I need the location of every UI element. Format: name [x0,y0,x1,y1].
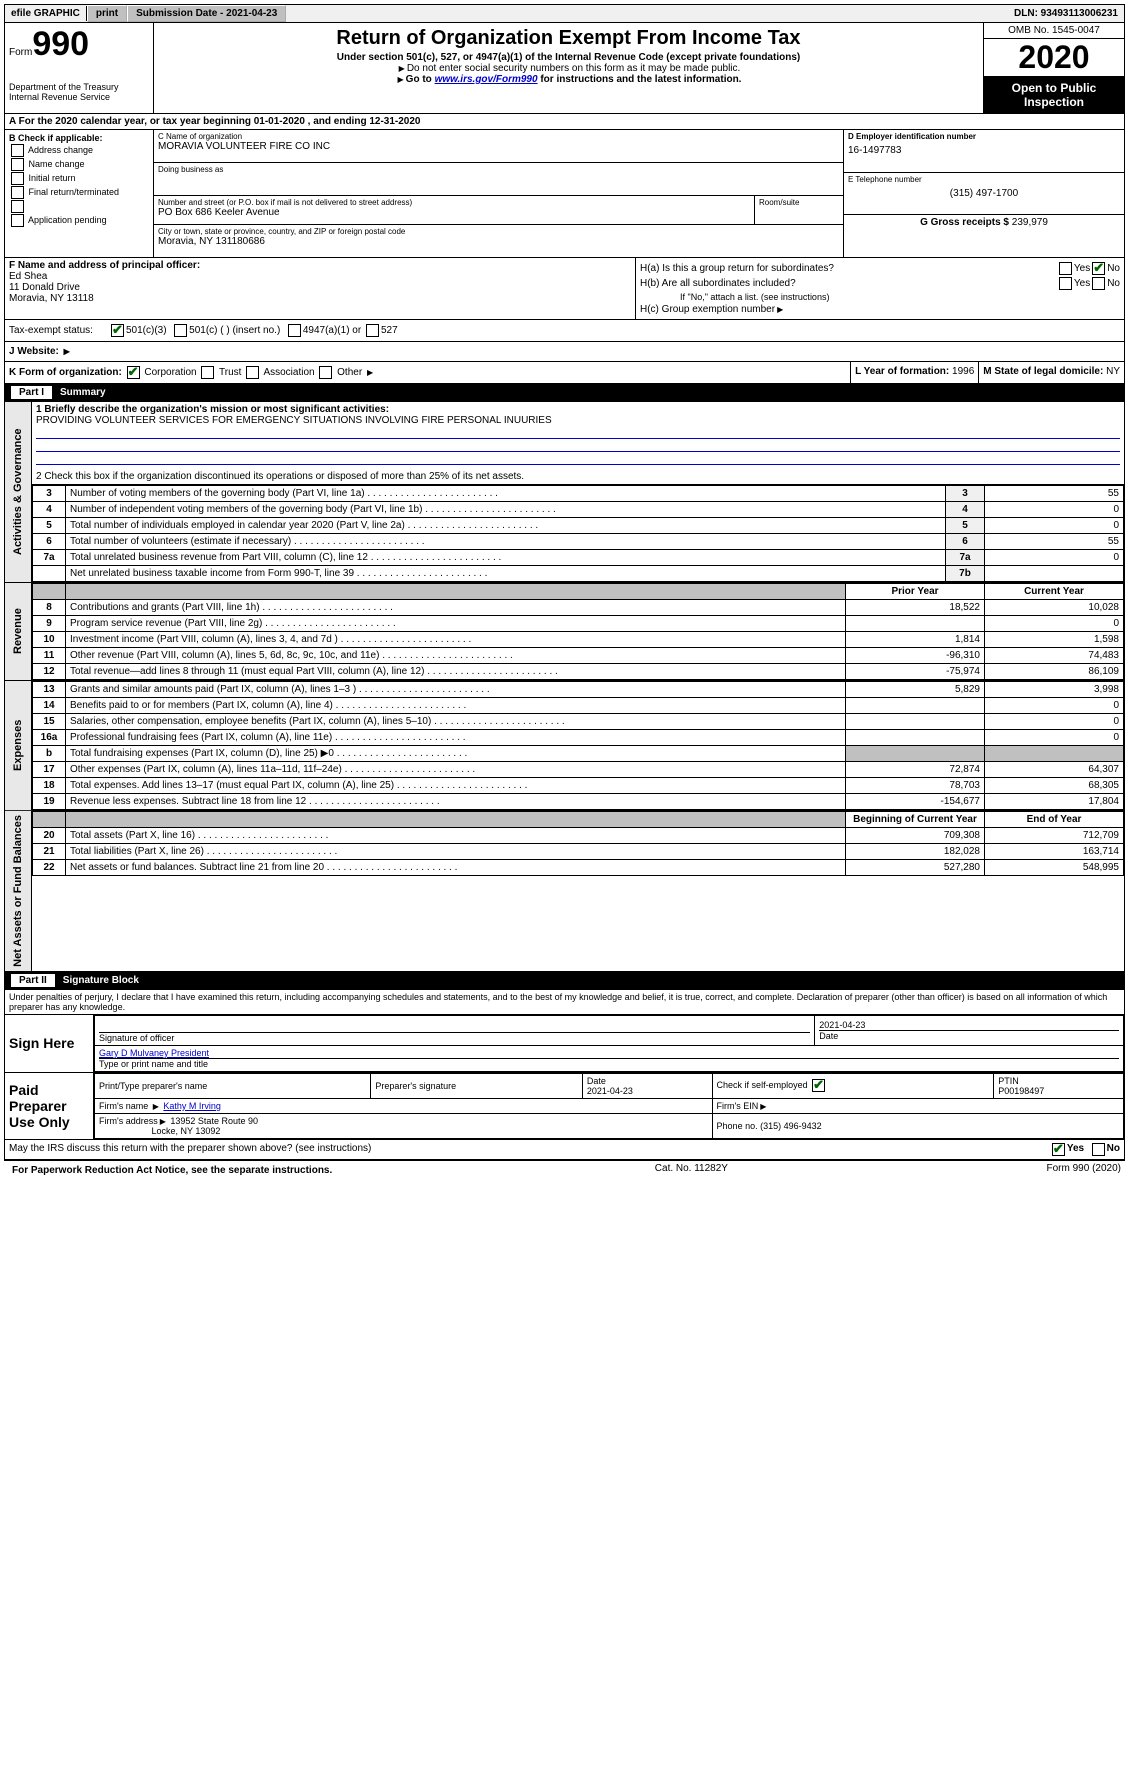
submission-date-button[interactable]: Submission Date - 2021-04-23 [127,5,286,22]
officer-name-link[interactable]: Gary D Mulvaney President [99,1048,209,1058]
part-i-header: Part I Summary [4,384,1125,402]
governance-table: 3Number of voting members of the governi… [32,485,1124,582]
room-suite-field: Room/suite [754,196,843,224]
self-employed-checkbox[interactable] [812,1079,825,1092]
city-field: City or town, state or province, country… [154,225,843,257]
revenue-table: Prior YearCurrent Year8Contributions and… [32,583,1124,680]
footer-row: For Paperwork Reduction Act Notice, see … [4,1160,1125,1180]
group-return-box: H(a) Is this a group return for subordin… [636,258,1124,319]
paid-preparer-label: Paid Preparer Use Only [5,1073,94,1139]
sign-here-label: Sign Here [5,1015,94,1072]
form-subtitle: Under section 501(c), 527, or 4947(a)(1)… [158,52,979,63]
revenue-section: Revenue Prior YearCurrent Year8Contribut… [4,583,1125,681]
discuss-row: May the IRS discuss this return with the… [4,1140,1125,1160]
side-expenses: Expenses [5,681,32,810]
dba-field: Doing business as [154,163,843,196]
527-checkbox[interactable] [366,324,379,337]
ein-field: D Employer identification number 16-1497… [844,130,1124,173]
dln-label: DLN: 93493113006231 [1008,6,1124,21]
discuss-yes-checkbox[interactable] [1052,1143,1065,1156]
row-a-tax-year: A For the 2020 calendar year, or tax yea… [4,114,1125,130]
mission-block: 1 Briefly describe the organization's mi… [32,402,1124,485]
paid-preparer-section: Paid Preparer Use Only Print/Type prepar… [4,1073,1125,1140]
firm-name-link[interactable]: Kathy M Irving [163,1101,221,1111]
irs-link[interactable]: www.irs.gov/Form990 [435,74,538,85]
501c3-checkbox[interactable] [111,324,124,337]
box-b: B Check if applicable: Address change Na… [5,130,154,257]
klm-row: K Form of organization: Corporation Trus… [4,362,1125,384]
year-formation: L Year of formation: 1996 [851,362,979,383]
principal-officer: F Name and address of principal officer:… [5,258,636,319]
section-fh: F Name and address of principal officer:… [4,258,1125,320]
side-activities-governance: Activities & Governance [5,402,32,582]
part-i-body: Activities & Governance 1 Briefly descri… [4,402,1125,583]
discuss-no-checkbox[interactable] [1092,1143,1105,1156]
form-number: Form990 [9,25,149,64]
form-note-ssn: Do not enter social security numbers on … [158,63,979,74]
part-ii-header: Part II Signature Block [4,972,1125,990]
form-note-link: Go to www.irs.gov/Form990 for instructio… [158,74,979,85]
section-bcd: B Check if applicable: Address change Na… [4,130,1125,258]
tax-status-row: Tax-exempt status: 501(c)(3) 501(c) ( ) … [4,320,1125,342]
org-name-field: C Name of organization MORAVIA VOLUNTEER… [154,130,843,163]
telephone-field: E Telephone number (315) 497-1700 [844,173,1124,216]
declaration-text: Under penalties of perjury, I declare th… [4,990,1125,1015]
form-header: Form990 Department of the Treasury Inter… [4,23,1125,114]
4947-checkbox[interactable] [288,324,301,337]
side-netassets: Net Assets or Fund Balances [5,811,32,971]
efile-label: efile GRAPHIC [5,6,87,21]
irs-label: Internal Revenue Service [9,92,149,102]
tax-year: 2020 [984,39,1124,77]
dept-treasury: Department of the Treasury [9,82,149,92]
expenses-table: 13Grants and similar amounts paid (Part … [32,681,1124,810]
form-of-org: K Form of organization: Corporation Trus… [5,362,851,383]
netassets-section: Net Assets or Fund Balances Beginning of… [4,811,1125,972]
expenses-section: Expenses 13Grants and similar amounts pa… [4,681,1125,811]
open-public-badge: Open to Public Inspection [984,77,1124,113]
top-bar: efile GRAPHIC print Submission Date - 20… [4,4,1125,23]
omb-number: OMB No. 1545-0047 [984,23,1124,39]
gross-receipts-field: G Gross receipts $ 239,979 [844,215,1124,257]
side-revenue: Revenue [5,583,32,680]
print-button[interactable]: print [87,5,127,22]
form-title: Return of Organization Exempt From Incom… [158,27,979,50]
sign-here-section: Sign Here Signature of officer 2021-04-2… [4,1015,1125,1073]
state-domicile: M State of legal domicile: NY [979,362,1124,383]
netassets-table: Beginning of Current YearEnd of Year20To… [32,811,1124,876]
501c-checkbox[interactable] [174,324,187,337]
website-row: J Website: [4,342,1125,362]
street-field: Number and street (or P.O. box if mail i… [154,196,754,224]
